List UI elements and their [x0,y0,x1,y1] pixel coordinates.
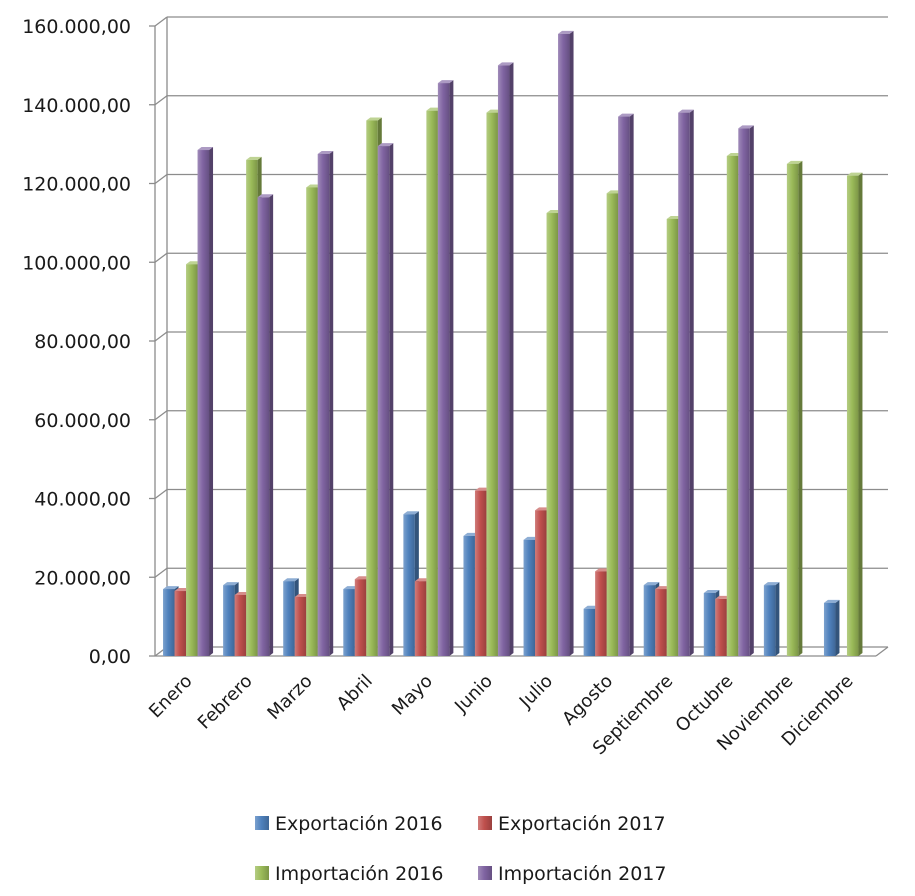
bar-importación-2017-mayo [437,80,454,656]
legend-label: Exportación 2016 [275,813,443,835]
gridline-side-5 [154,252,168,263]
bar-importación-2017-marzo [317,150,334,656]
legend-swatch [255,816,269,830]
x-tick-label-abril: Abril [333,671,377,715]
y-tick-label-8: 160.000,00 [22,16,131,38]
x-tick-label-febrero: Febrero [194,671,257,734]
legend-item-3: Importación 2017 [478,863,667,885]
x-tick-label-marzo: Marzo [263,671,316,724]
floor-edge [875,646,889,657]
x-tick-label-junio: Junio [450,671,497,718]
x-tick-label-enero: Enero [145,671,197,723]
bar-importación-2017-septiembre [678,109,694,656]
gridline-side-7 [154,95,168,106]
bar-importación-2016-diciembre [846,172,863,656]
y-tick-label-3: 60.000,00 [34,410,131,432]
axes [149,17,889,657]
bar-exportación-2016-noviembre [763,582,780,656]
legend: Exportación 2016 Exportación 2017 Importac… [255,813,667,885]
y-tick-labels: 0,00 20.000,00 40.000,00 60.000,00 80.000,00… [22,16,131,668]
bar-importación-2017-enero [197,147,214,656]
legend-item-0: Exportación 2016 [255,813,443,835]
bar-exportación-2016-diciembre [823,599,840,656]
legend-label: Importación 2017 [498,863,667,885]
legend-item-2: Importación 2016 [255,863,444,885]
gridline-side-2 [154,488,168,500]
x-tick-label-mayo: Mayo [388,671,437,720]
y-tick-label-0: 0,00 [89,646,131,668]
gridline-side-6 [154,173,168,185]
legend-item-1: Exportación 2017 [478,813,666,835]
gridlines [154,16,888,657]
gridline-side-8 [154,16,168,27]
bar-importación-2017-octubre [738,125,754,656]
bar-importación-2017-julio [558,30,574,656]
bars [163,30,863,656]
gridline-side-4 [154,331,168,342]
gridline-side-1 [154,567,168,578]
legend-swatch [478,816,492,830]
bar-importación-2017-febrero [257,194,274,656]
x-tick-label-julio: Julio [515,671,557,713]
legend-label: Exportación 2017 [498,813,666,835]
bar-importación-2017-abril [377,143,394,656]
legend-swatch [478,866,492,880]
x-tick-label-agosto: Agosto [558,671,617,730]
bar-importación-2017-junio [497,62,514,656]
y-tick-label-1: 20.000,00 [34,567,131,589]
y-tick-label-5: 100.000,00 [22,252,131,274]
legend-swatch [255,866,269,880]
bar-importación-2017-agosto [618,113,634,656]
y-tick-label-7: 140.000,00 [22,95,131,117]
bar-importación-2016-noviembre [786,160,803,656]
legend-label: Importación 2016 [275,863,444,885]
y-tick-label-4: 80.000,00 [34,331,131,353]
gridline-side-3 [154,410,168,421]
y-tick-label-2: 40.000,00 [34,489,131,511]
y-tick-label-6: 120.000,00 [22,174,131,196]
